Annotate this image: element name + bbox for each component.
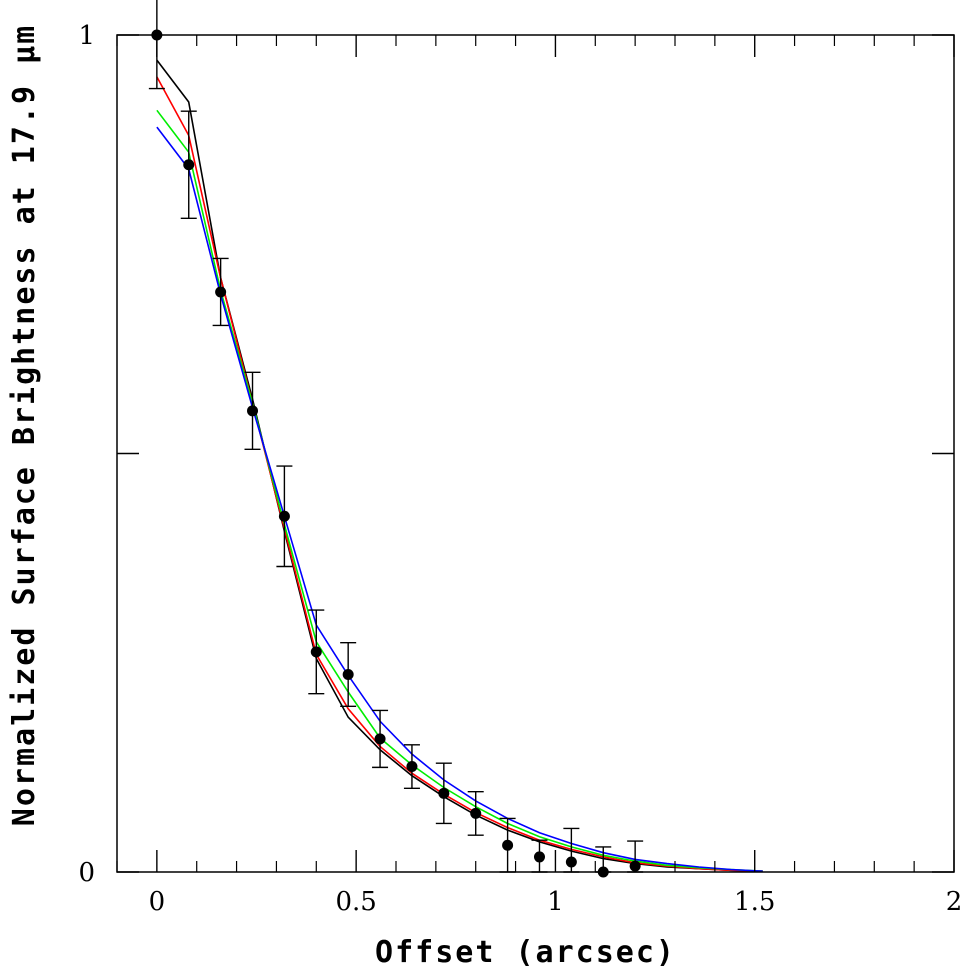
data-point: [215, 286, 227, 298]
y-axis-title: Normalized Surface Brightness at 17.9 μm: [7, 24, 42, 826]
model-curve-2: [156, 76, 763, 872]
x-tick-label: 0: [149, 887, 166, 917]
axis-ticks: [116, 34, 955, 873]
model-curve-4: [156, 126, 763, 872]
data-point: [502, 839, 514, 851]
data-point: [374, 733, 386, 745]
model-lines: [156, 59, 763, 872]
x-tick-label: 2: [946, 887, 963, 917]
data-point: [470, 807, 482, 819]
data-point: [247, 405, 259, 417]
data-point: [565, 856, 577, 868]
plot-frame: [116, 34, 955, 873]
data-point: [278, 510, 290, 522]
data-point: [342, 668, 354, 680]
data-point: [310, 646, 322, 658]
model-curve-3: [156, 109, 763, 872]
x-tick-label: 1.5: [734, 887, 775, 917]
data-point: [533, 851, 545, 863]
y-tick-label: 1: [78, 21, 95, 51]
error-bars: [148, 0, 644, 873]
tick-labels: 0 0.5 1 1.5 2 0 1: [78, 21, 962, 917]
observed-points: [151, 29, 641, 878]
y-tick-label: 0: [78, 858, 95, 888]
data-point: [438, 787, 450, 799]
x-tick-label: 0.5: [335, 887, 376, 917]
data-point: [406, 761, 418, 773]
x-axis-title: Offset (arcsec): [375, 935, 676, 970]
model-curve-1: [156, 59, 763, 872]
x-tick-label: 1: [547, 887, 564, 917]
data-point: [183, 159, 195, 171]
